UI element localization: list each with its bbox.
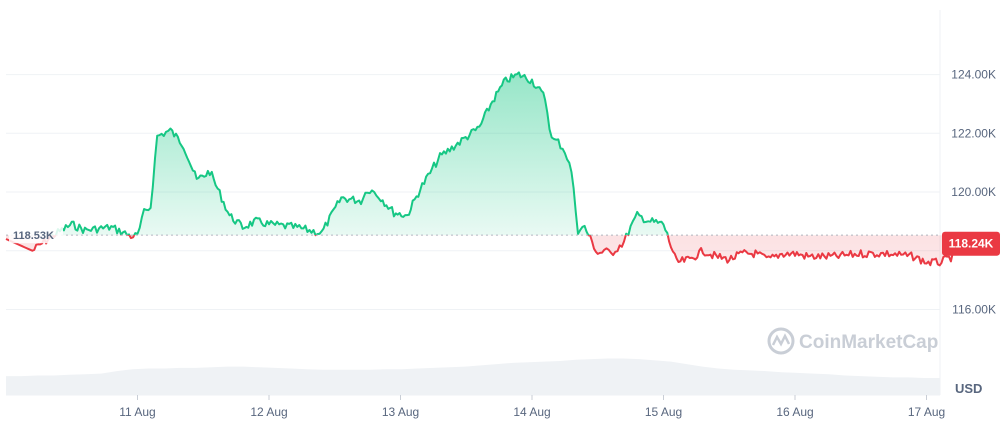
- reference-line: 118.53K: [6, 226, 940, 244]
- currency-label: USD: [955, 381, 982, 396]
- price-area: [6, 72, 969, 266]
- y-axis: 116.00K 120.00K 122.00K 124.00K: [951, 68, 996, 317]
- price-line-up: [50, 71, 669, 236]
- reference-label-bg: [9, 226, 63, 244]
- y-tick-label: 116.00K: [952, 302, 996, 316]
- x-tick-label: 16 Aug: [776, 405, 813, 419]
- x-tick-label: 17 Aug: [908, 405, 945, 419]
- coinmarketcap-logo-icon: [767, 327, 795, 355]
- watermark: CoinMarketCap: [767, 327, 938, 355]
- current-price-label: 118.24K: [949, 237, 994, 251]
- x-tick-label: 11 Aug: [119, 405, 155, 419]
- x-tick-label: 15 Aug: [645, 405, 682, 419]
- price-line-down: [5, 235, 969, 267]
- current-price-badge: 118.24K: [942, 231, 1000, 256]
- volume-fill: [6, 358, 940, 395]
- x-axis: 11 Aug 12 Aug 13 Aug 14 Aug 15 Aug 16 Aug 17 A…: [119, 395, 945, 419]
- current-price-badge-bg: [942, 231, 1000, 256]
- reference-label: 118.53K: [13, 230, 54, 242]
- y-tick-label: 124.00K: [951, 68, 996, 82]
- area-above-reference: [51, 72, 668, 236]
- volume-area: [6, 358, 940, 395]
- y-tick-label: 120.00K: [951, 185, 996, 199]
- x-tick-label: 14 Aug: [513, 405, 550, 419]
- watermark-text: CoinMarketCap: [799, 332, 938, 353]
- x-tick-label: 13 Aug: [382, 405, 419, 419]
- x-tick-label: 12 Aug: [250, 405, 287, 419]
- price-line: [5, 71, 969, 267]
- y-tick-label: 122.00K: [951, 126, 996, 140]
- area-below-reference: [6, 235, 969, 266]
